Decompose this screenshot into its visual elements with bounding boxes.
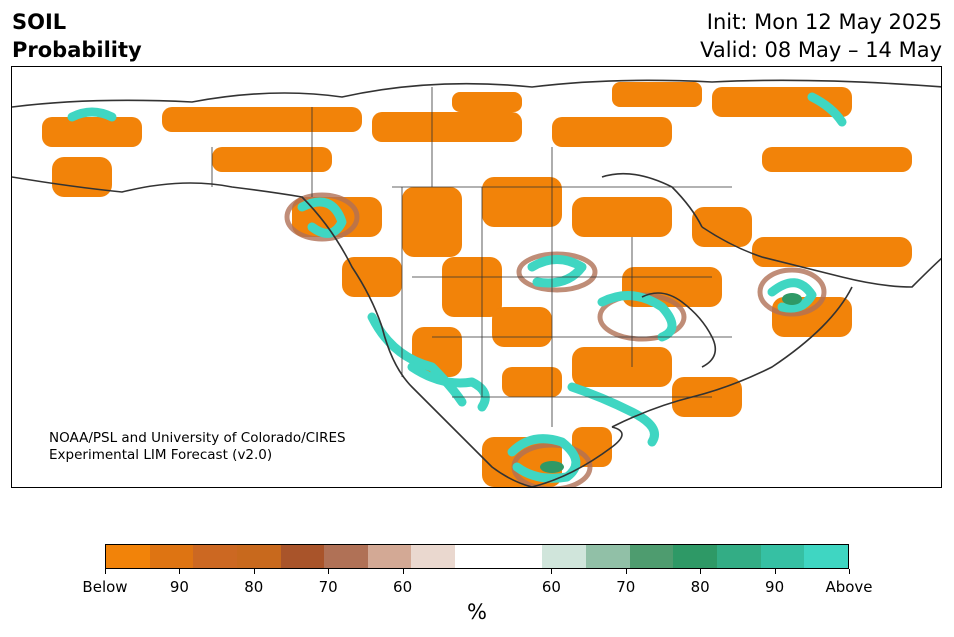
colorbar-segment	[542, 545, 587, 568]
colorbar-segment	[716, 545, 761, 568]
colorbar-tick-label: 60	[393, 578, 413, 596]
colorbar-ticks	[105, 569, 850, 577]
map-svg	[12, 79, 941, 487]
colorbar-segment	[367, 545, 412, 568]
colorbar-tick-label: 90	[169, 578, 189, 596]
colorbar-segment	[236, 545, 281, 568]
colorbar-segment	[498, 545, 543, 568]
colorbar-tick	[625, 569, 627, 574]
coastlines	[12, 79, 941, 487]
colorbar-tick	[551, 569, 553, 574]
colorbar-tick-label: Above	[825, 578, 873, 596]
credit-line-2: Experimental LIM Forecast (v2.0)	[49, 447, 273, 463]
variable-label: SOIL	[12, 10, 67, 34]
probability-colorbar	[105, 544, 849, 569]
colorbar-segment	[804, 545, 848, 568]
valid-range: Valid: 08 May – 14 May	[700, 38, 942, 62]
init-date: Init: Mon 12 May 2025	[706, 10, 942, 34]
colorbar-segment	[324, 545, 368, 568]
colorbar-tick	[700, 569, 702, 574]
colorbar-tick	[328, 569, 330, 574]
colorbar-segment	[586, 545, 630, 568]
credit-text: NOAA/PSL and University of Colorado/CIRE…	[49, 430, 346, 464]
colorbar-segment	[106, 545, 150, 568]
colorbar-segment	[149, 545, 194, 568]
forecast-map	[11, 66, 942, 488]
above-core-areas	[540, 293, 802, 473]
colorbar-tick-label: 70	[616, 578, 636, 596]
colorbar-segment	[411, 545, 456, 568]
colorbar-tick	[105, 569, 106, 574]
colorbar-tick-label: 60	[541, 578, 561, 596]
forecast-dates: Init: Mon 12 May 2025 Valid: 08 May – 14…	[700, 8, 942, 64]
colorbar-segment	[673, 545, 717, 568]
colorbar-tick	[179, 569, 181, 574]
credit-line-1: NOAA/PSL and University of Colorado/CIRE…	[49, 430, 346, 446]
colorbar-segment	[193, 545, 237, 568]
political-borders	[211, 87, 732, 427]
colorbar-tick-label: 80	[244, 578, 264, 596]
colorbar-tick-label: 80	[690, 578, 710, 596]
colorbar-segment	[629, 545, 674, 568]
colorbar-tick	[253, 569, 255, 574]
colorbar-tick	[849, 569, 850, 574]
colorbar-segment	[455, 545, 499, 568]
colorbar-tick-label: 70	[318, 578, 338, 596]
colorbar-segment	[280, 545, 325, 568]
colorbar-tick-label: Below	[82, 578, 128, 596]
colorbar-unit: %	[467, 600, 487, 624]
colorbar-tick-label: 90	[765, 578, 785, 596]
colorbar-segment	[760, 545, 805, 568]
colorbar-tick	[402, 569, 404, 574]
colorbar-tick	[774, 569, 776, 574]
metric-label: Probability	[12, 38, 142, 62]
map-title: SOIL Probability	[12, 8, 142, 64]
